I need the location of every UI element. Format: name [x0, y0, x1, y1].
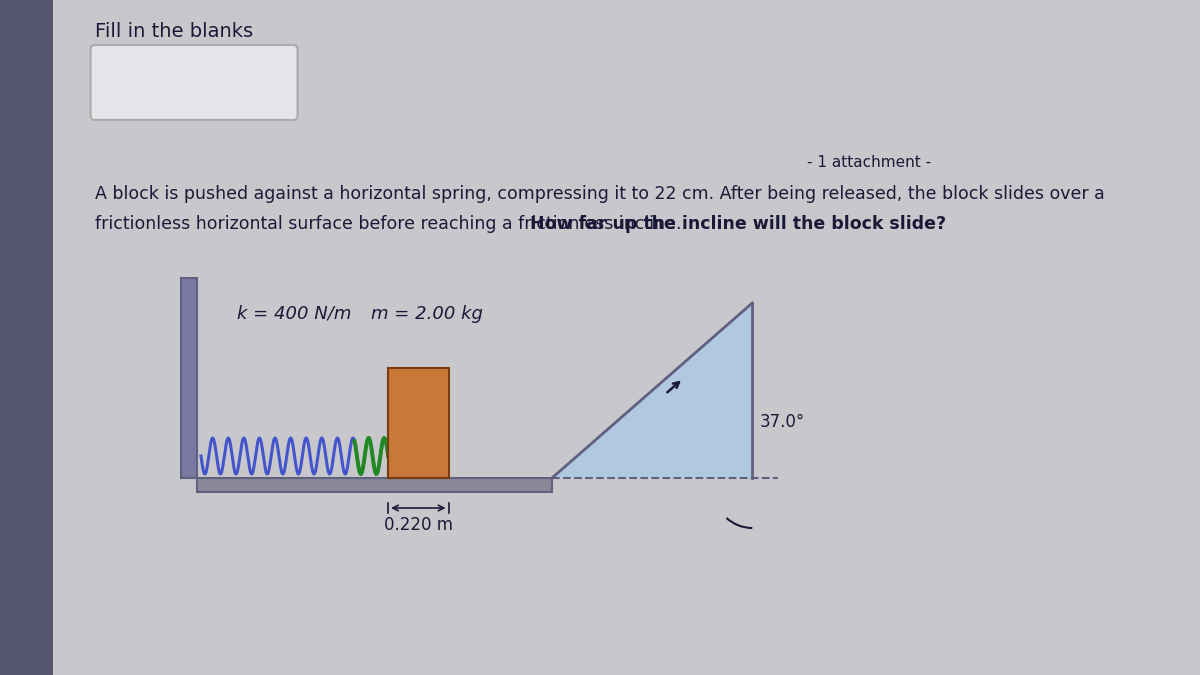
Bar: [197, 478, 552, 492]
Text: - 1 attachment -: - 1 attachment -: [808, 155, 931, 170]
Bar: [388, 368, 449, 478]
Polygon shape: [552, 303, 752, 478]
Bar: [181, 278, 197, 478]
FancyBboxPatch shape: [90, 45, 298, 120]
Text: How far up the incline will the block slide?: How far up the incline will the block sl…: [530, 215, 947, 233]
Text: A block is pushed against a horizontal spring, compressing it to 22 cm. After be: A block is pushed against a horizontal s…: [95, 185, 1105, 203]
Text: m = 2.00 kg: m = 2.00 kg: [371, 305, 482, 323]
Text: Fill in the blanks: Fill in the blanks: [95, 22, 253, 41]
Text: 37.0°: 37.0°: [760, 413, 804, 431]
Bar: [0, 0, 54, 675]
Text: 0.220 m: 0.220 m: [384, 516, 452, 534]
Text: frictionless horizontal surface before reaching a frictionless incline.: frictionless horizontal surface before r…: [95, 215, 692, 233]
Text: k = 400 N/m: k = 400 N/m: [238, 305, 352, 323]
